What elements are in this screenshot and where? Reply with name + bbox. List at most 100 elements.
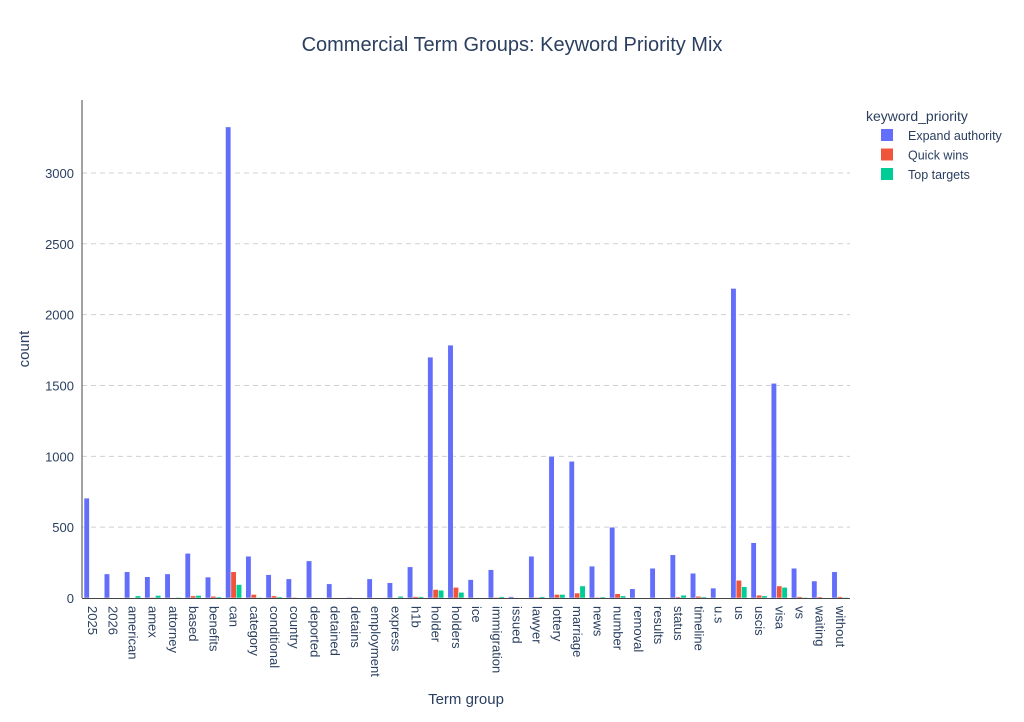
bar-quick-wins[interactable] — [251, 594, 256, 598]
x-tick-label: lottery — [550, 606, 565, 642]
bar-top-targets[interactable] — [782, 587, 787, 598]
bar-top-targets[interactable] — [600, 597, 605, 598]
x-tick-label: express — [388, 606, 403, 652]
x-tick-label: us — [732, 606, 747, 620]
bar-expand-authority[interactable] — [327, 584, 332, 598]
bar-expand-authority[interactable] — [791, 568, 796, 598]
bar-top-targets[interactable] — [236, 585, 241, 598]
bar-expand-authority[interactable] — [306, 561, 311, 598]
bar-expand-authority[interactable] — [145, 577, 150, 598]
bar-quick-wins[interactable] — [696, 596, 701, 598]
bar-top-targets[interactable] — [176, 597, 181, 598]
bar-quick-wins[interactable] — [150, 597, 155, 598]
bar-quick-wins[interactable] — [271, 596, 276, 598]
bar-expand-authority[interactable] — [690, 573, 695, 598]
bar-expand-authority[interactable] — [569, 461, 574, 598]
bar-expand-authority[interactable] — [832, 572, 837, 598]
bar-expand-authority[interactable] — [205, 577, 210, 598]
bar-expand-authority[interactable] — [650, 568, 655, 598]
bar-top-targets[interactable] — [196, 595, 201, 598]
bar-expand-authority[interactable] — [407, 567, 412, 598]
bar-expand-authority[interactable] — [670, 555, 675, 598]
bar-expand-authority[interactable] — [549, 456, 554, 598]
bar-expand-authority[interactable] — [488, 570, 493, 598]
bar-quick-wins[interactable] — [231, 572, 236, 598]
bar-expand-authority[interactable] — [266, 575, 271, 598]
bar-quick-wins[interactable] — [676, 597, 681, 598]
bar-expand-authority[interactable] — [589, 566, 594, 598]
bar-quick-wins[interactable] — [453, 587, 458, 598]
bar-expand-authority[interactable] — [609, 527, 614, 598]
bar-expand-authority[interactable] — [225, 127, 230, 598]
bar-quick-wins[interactable] — [797, 597, 802, 598]
bar-top-targets[interactable] — [681, 595, 686, 598]
x-tick-label: deported — [307, 606, 322, 657]
legend-label: Expand authority — [908, 129, 1003, 143]
bar-quick-wins[interactable] — [574, 593, 579, 598]
bar-top-targets[interactable] — [459, 592, 464, 598]
bar-expand-authority[interactable] — [104, 574, 109, 598]
bar-expand-authority[interactable] — [367, 579, 372, 598]
bar-quick-wins[interactable] — [817, 597, 822, 598]
bar-expand-authority[interactable] — [812, 581, 817, 598]
legend-item[interactable]: Top targets — [881, 168, 970, 182]
legend-item[interactable]: Quick wins — [881, 149, 968, 163]
bar-top-targets[interactable] — [135, 596, 140, 598]
bar-quick-wins[interactable] — [494, 597, 499, 598]
bar-expand-authority[interactable] — [246, 556, 251, 598]
bar-top-targets[interactable] — [620, 596, 625, 598]
bar-top-targets[interactable] — [155, 595, 160, 598]
bar-top-targets[interactable] — [438, 590, 443, 598]
bar-expand-authority[interactable] — [731, 288, 736, 598]
bar-top-targets[interactable] — [499, 597, 504, 598]
bar-quick-wins[interactable] — [534, 597, 539, 598]
bar-top-targets[interactable] — [398, 596, 403, 598]
bar-quick-wins[interactable] — [190, 596, 195, 598]
bar-top-targets[interactable] — [539, 597, 544, 598]
bar-expand-authority[interactable] — [124, 572, 129, 598]
bar-top-targets[interactable] — [701, 597, 706, 598]
bar-quick-wins[interactable] — [756, 595, 761, 598]
bar-expand-authority[interactable] — [448, 345, 453, 598]
legend-item[interactable]: Expand authority — [881, 129, 1003, 143]
bar-top-targets[interactable] — [560, 594, 565, 598]
bar-expand-authority[interactable] — [468, 580, 473, 598]
bar-quick-wins[interactable] — [777, 586, 782, 598]
legend-label: Quick wins — [908, 149, 968, 163]
bar-quick-wins[interactable] — [433, 589, 438, 598]
bar-expand-authority[interactable] — [751, 543, 756, 598]
x-tick-label: 2026 — [105, 606, 120, 635]
bar-quick-wins[interactable] — [615, 594, 620, 598]
bar-quick-wins[interactable] — [554, 594, 559, 598]
bar-expand-authority[interactable] — [286, 579, 291, 598]
bar-quick-wins[interactable] — [595, 597, 600, 598]
bar-top-targets[interactable] — [802, 597, 807, 598]
bar-top-targets[interactable] — [277, 597, 282, 598]
bar-quick-wins[interactable] — [413, 597, 418, 598]
bar-top-targets[interactable] — [216, 597, 221, 598]
bar-quick-wins[interactable] — [211, 596, 216, 598]
bar-top-targets[interactable] — [843, 597, 848, 598]
bar-quick-wins[interactable] — [292, 597, 297, 598]
bar-expand-authority[interactable] — [387, 583, 392, 598]
bar-expand-authority[interactable] — [347, 597, 352, 598]
bar-quick-wins[interactable] — [736, 580, 741, 598]
bar-top-targets[interactable] — [580, 586, 585, 598]
bar-expand-authority[interactable] — [428, 357, 433, 598]
y-tick-label: 2500 — [45, 237, 74, 252]
bar-quick-wins[interactable] — [837, 597, 842, 598]
bar-expand-authority[interactable] — [165, 574, 170, 598]
bar-expand-authority[interactable] — [185, 553, 190, 598]
bar-top-targets[interactable] — [762, 596, 767, 598]
bar-top-targets[interactable] — [742, 587, 747, 598]
bar-top-targets[interactable] — [418, 597, 423, 598]
x-tick-label: news — [590, 606, 605, 637]
bar-expand-authority[interactable] — [630, 589, 635, 598]
bar-expand-authority[interactable] — [711, 588, 716, 598]
bar-expand-authority[interactable] — [529, 556, 534, 598]
bar-expand-authority[interactable] — [771, 383, 776, 598]
bar-top-targets[interactable] — [256, 597, 261, 598]
bar-expand-authority[interactable] — [84, 498, 89, 598]
bar-expand-authority[interactable] — [508, 597, 513, 598]
